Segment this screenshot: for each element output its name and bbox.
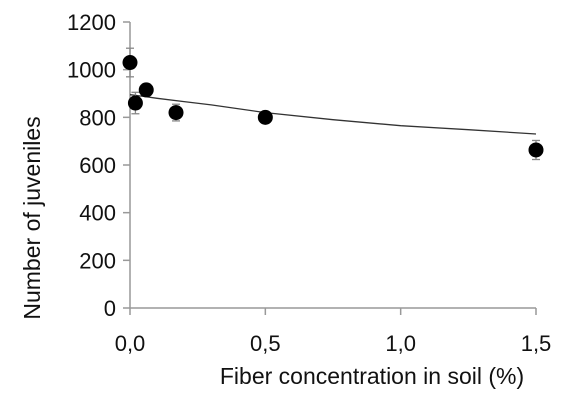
trendline-group: [129, 94, 537, 135]
y-tick-label: 800: [79, 105, 116, 130]
y-tick-label: 0: [104, 296, 116, 321]
y-tick-label: 600: [79, 153, 116, 178]
y-axis-title: Number of juveniles: [19, 116, 45, 319]
y-tick-label: 400: [79, 201, 116, 226]
x-tick-label: 0,0: [115, 331, 146, 356]
x-tick-label: 0,5: [250, 331, 281, 356]
y-tick-label: 200: [79, 248, 116, 273]
x-tick-label: 1,5: [521, 331, 552, 356]
y-axis: 0 200 400 600 800 1000 1200: [67, 10, 131, 321]
y-tick-label: 1000: [67, 58, 116, 83]
trendline: [129, 94, 537, 135]
y-tick-label: 1200: [67, 10, 116, 35]
data-point: [257, 109, 273, 125]
data-point: [138, 82, 154, 98]
data-points: [122, 55, 544, 158]
x-axis-title: Fiber concentration in soil (%): [220, 363, 524, 389]
x-tick-label: 1,0: [385, 331, 416, 356]
data-point: [528, 142, 544, 158]
data-point: [168, 105, 184, 121]
x-axis: 0,0 0,5 1,0 1,5: [115, 307, 552, 356]
errorbar-group: [126, 47, 540, 161]
data-point: [122, 55, 138, 71]
data-point: [127, 95, 143, 111]
